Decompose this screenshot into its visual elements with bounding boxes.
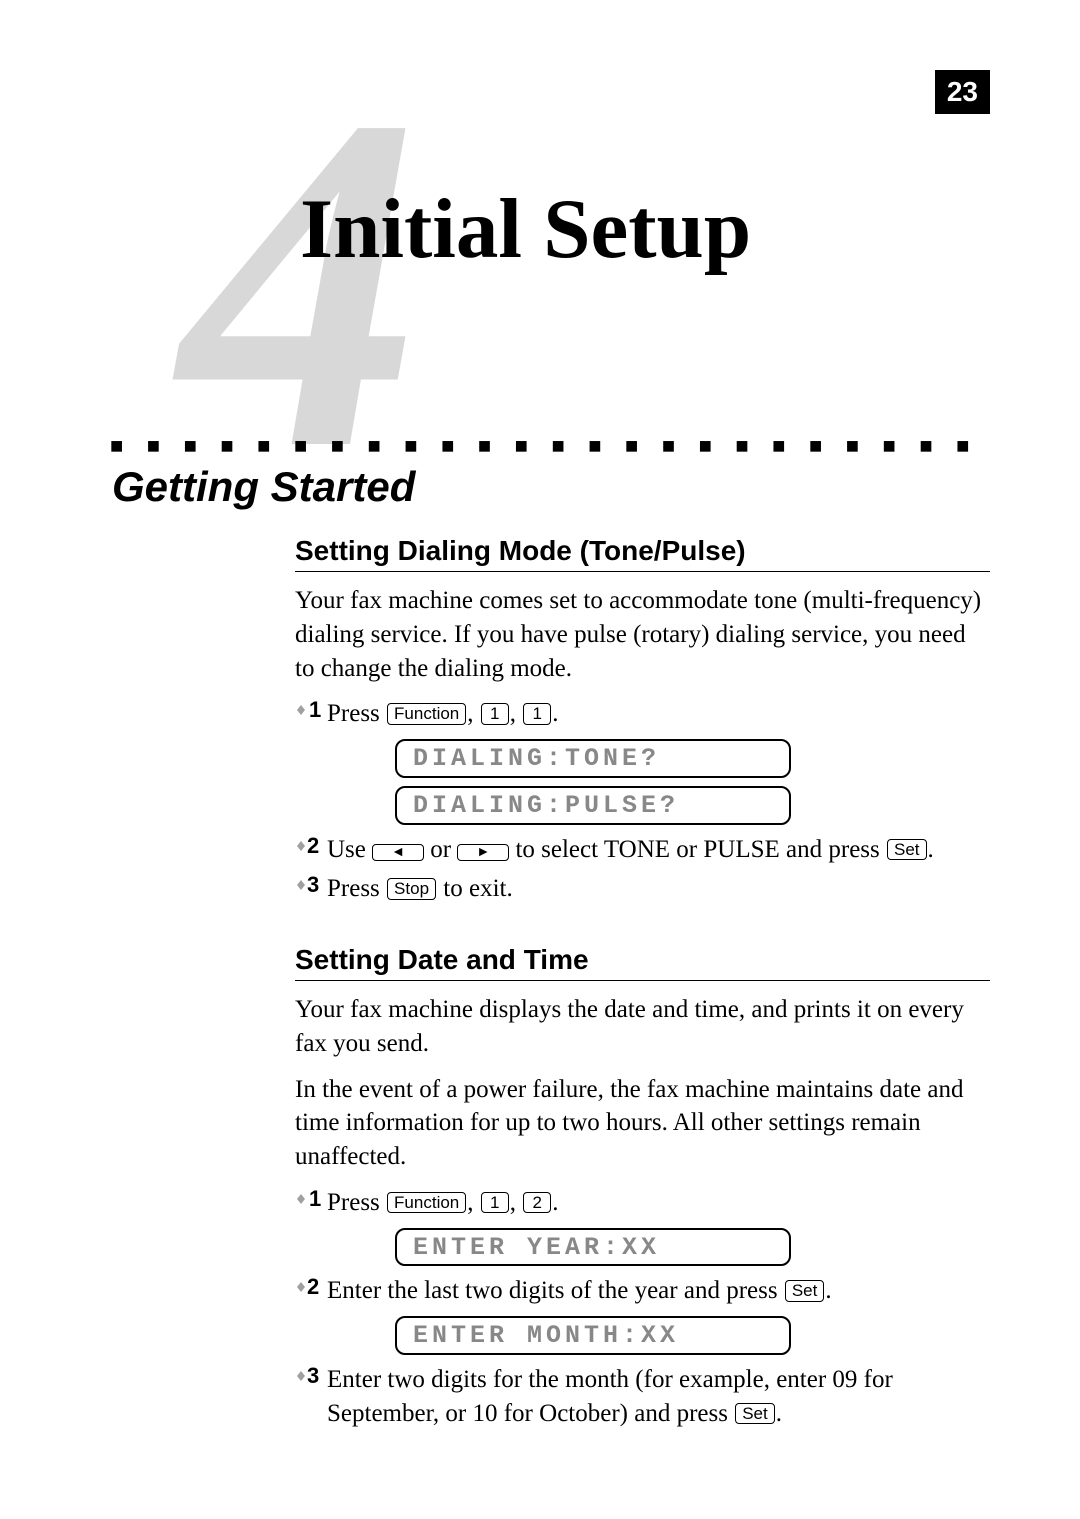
two-key: 2 — [523, 1192, 551, 1214]
svg-text:2: 2 — [307, 833, 319, 858]
lcd-display: DIALING:PULSE? — [395, 786, 791, 825]
set-key: Set — [785, 1280, 825, 1302]
text: , — [467, 700, 480, 727]
text: Enter the last two digits of the year an… — [327, 1277, 784, 1304]
step-2: 2 Enter the last two digits of the year … — [295, 1274, 990, 1308]
function-key: Function — [387, 1192, 466, 1214]
subsection-date-time: Setting Date and Time — [295, 944, 990, 981]
lcd-display: ENTER MONTH:XX — [395, 1316, 791, 1355]
manual-page: 23 4 Initial Setup ■ ■ ■ ■ ■ ■ ■ ■ ■ ■ ■… — [0, 0, 1080, 1519]
text: Press — [327, 875, 386, 902]
left-arrow-key: ◄ — [372, 844, 424, 861]
function-key: Function — [387, 703, 466, 725]
chapter-numeral-bg: 4 — [180, 90, 420, 474]
text: Press — [327, 1189, 386, 1216]
step-2-text: Use ◄ or ► to select TONE or PULSE and p… — [327, 833, 990, 867]
text: . — [552, 700, 558, 727]
text: . — [776, 1400, 782, 1427]
text: or — [424, 836, 457, 863]
step-1-text: Press Function, 1, 2. — [327, 1186, 990, 1220]
text: , — [510, 700, 523, 727]
stop-key: Stop — [387, 878, 436, 900]
step-number-icon: 2 — [295, 833, 327, 859]
datetime-intro2: In the event of a power failure, the fax… — [295, 1073, 990, 1174]
chapter-title: Initial Setup — [300, 180, 990, 278]
step-number-icon: 1 — [295, 1186, 327, 1212]
one-key: 1 — [523, 703, 551, 725]
one-key: 1 — [481, 1192, 509, 1214]
step-3-text: Enter two digits for the month (for exam… — [327, 1363, 990, 1431]
set-key: Set — [887, 839, 927, 861]
text: . — [825, 1277, 831, 1304]
lcd-display: ENTER YEAR:XX — [395, 1228, 791, 1267]
right-arrow-key: ► — [457, 844, 509, 861]
svg-text:3: 3 — [307, 872, 319, 897]
svg-text:2: 2 — [307, 1274, 319, 1299]
text: Enter two digits for the month (for exam… — [327, 1366, 893, 1427]
page-number: 23 — [935, 70, 990, 114]
text: Press — [327, 700, 386, 727]
step-1: 1 Press Function, 1, 1. — [295, 697, 990, 731]
separator-dots: ■ ■ ■ ■ ■ ■ ■ ■ ■ ■ ■ ■ ■ ■ ■ ■ ■ ■ ■ ■ … — [110, 433, 990, 459]
step-3: 3 Enter two digits for the month (for ex… — [295, 1363, 990, 1431]
step-2-text: Enter the last two digits of the year an… — [327, 1274, 990, 1308]
text: , — [510, 1189, 523, 1216]
content-area: Setting Dialing Mode (Tone/Pulse) Your f… — [295, 535, 990, 1430]
step-3: 3 Press Stop to exit. — [295, 872, 990, 906]
text: Use — [327, 836, 372, 863]
step-number-icon: 2 — [295, 1274, 327, 1300]
svg-text:3: 3 — [307, 1363, 319, 1388]
text: , — [467, 1189, 480, 1216]
lcd-display: DIALING:TONE? — [395, 739, 791, 778]
step-number-icon: 3 — [295, 872, 327, 898]
one-key: 1 — [481, 703, 509, 725]
dialing-intro: Your fax machine comes set to accommodat… — [295, 584, 990, 685]
section-heading: Getting Started — [112, 463, 990, 511]
step-1: 1 Press Function, 1, 2. — [295, 1186, 990, 1220]
step-1-text: Press Function, 1, 1. — [327, 697, 990, 731]
text: to exit. — [437, 875, 513, 902]
svg-text:1: 1 — [309, 1186, 321, 1211]
step-number-icon: 3 — [295, 1363, 327, 1389]
text: . — [552, 1189, 558, 1216]
step-2: 2 Use ◄ or ► to select TONE or PULSE and… — [295, 833, 990, 867]
text: . — [928, 836, 934, 863]
datetime-intro1: Your fax machine displays the date and t… — [295, 993, 990, 1061]
svg-text:1: 1 — [309, 697, 321, 722]
set-key: Set — [735, 1403, 775, 1425]
step-number-icon: 1 — [295, 697, 327, 723]
text: to select TONE or PULSE and press — [509, 836, 886, 863]
step-3-text: Press Stop to exit. — [327, 872, 990, 906]
